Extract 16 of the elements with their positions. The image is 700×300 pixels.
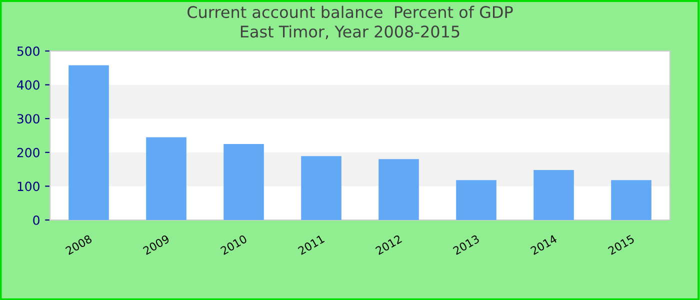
y-tick-label: 200 <box>17 148 40 158</box>
chart-subtitle: East Timor, Year 2008-2015 <box>240 25 460 40</box>
bar <box>611 180 652 220</box>
bar <box>534 170 574 220</box>
bar <box>456 180 496 220</box>
y-tick-label: 500 <box>17 46 40 56</box>
bar <box>68 65 109 220</box>
y-tick-label: 400 <box>17 80 40 90</box>
bar <box>146 137 186 220</box>
y-tick-label: 0 <box>33 215 40 225</box>
bar <box>224 144 264 220</box>
y-tick-label: 300 <box>17 114 40 124</box>
bar <box>301 156 342 220</box>
y-tick-label: 100 <box>18 182 40 192</box>
bar <box>378 159 419 220</box>
chart-title: Current account balance Percent of GDP <box>188 6 513 18</box>
